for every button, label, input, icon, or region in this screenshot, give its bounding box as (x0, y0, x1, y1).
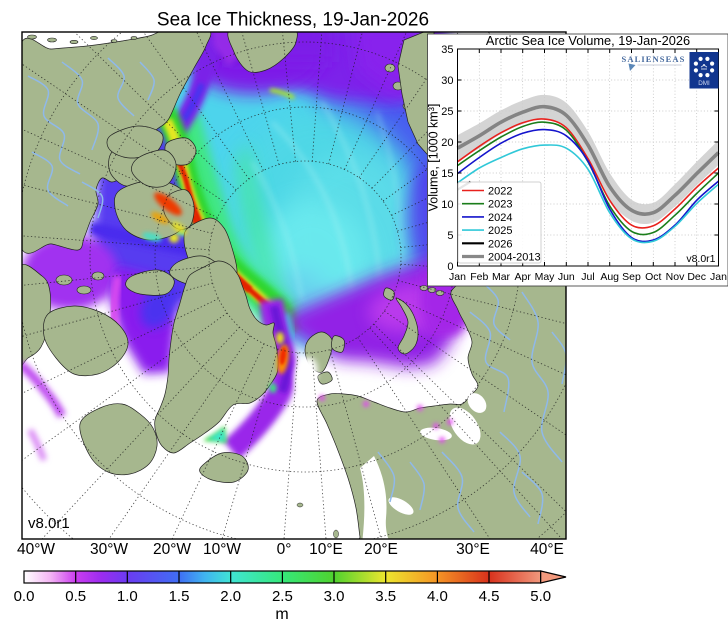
svg-text:2024: 2024 (488, 212, 512, 224)
svg-text:30°E: 30°E (456, 541, 490, 558)
svg-text:5.0: 5.0 (530, 588, 551, 605)
svg-text:35: 35 (441, 44, 453, 56)
svg-text:May: May (535, 271, 556, 283)
svg-text:Sep: Sep (622, 271, 641, 283)
svg-text:20°W: 20°W (153, 541, 191, 558)
svg-text:Jul: Jul (581, 271, 594, 283)
svg-text:m: m (275, 606, 288, 623)
svg-text:4.5: 4.5 (479, 588, 500, 605)
svg-text:10: 10 (441, 199, 453, 211)
svg-text:2.5: 2.5 (272, 588, 293, 605)
svg-text:0.0: 0.0 (14, 588, 35, 605)
svg-text:30°W: 30°W (90, 541, 128, 558)
svg-text:Nov: Nov (666, 271, 685, 283)
svg-text:25: 25 (441, 106, 453, 118)
svg-text:2.0: 2.0 (220, 588, 241, 605)
svg-text:Aug: Aug (600, 271, 619, 283)
svg-text:15: 15 (441, 168, 453, 180)
svg-text:2023: 2023 (488, 199, 512, 211)
svg-text:5: 5 (447, 230, 453, 242)
svg-text:10°W: 10°W (203, 541, 241, 558)
svg-text:DMI: DMI (698, 80, 710, 87)
svg-text:20°E: 20°E (364, 541, 398, 558)
svg-text:Dec: Dec (687, 271, 706, 283)
svg-text:Apr: Apr (515, 271, 532, 283)
svg-text:SALIENSEAS: SALIENSEAS (622, 54, 686, 64)
svg-text:2025: 2025 (488, 225, 512, 237)
svg-text:1.0: 1.0 (117, 588, 138, 605)
svg-text:0.5: 0.5 (65, 588, 86, 605)
svg-text:Jan: Jan (449, 271, 466, 283)
svg-text:Sea Ice Thickness, 19-Jan-2026: Sea Ice Thickness, 19-Jan-2026 (157, 10, 429, 31)
svg-text:0°: 0° (277, 541, 292, 558)
svg-text:4.0: 4.0 (427, 588, 448, 605)
svg-text:1.5: 1.5 (169, 588, 190, 605)
svg-text:3.0: 3.0 (324, 588, 345, 605)
svg-text:Jan: Jan (710, 271, 727, 283)
svg-text:20: 20 (441, 137, 453, 149)
svg-text:10°E: 10°E (309, 541, 343, 558)
svg-text:Oct: Oct (645, 271, 661, 283)
svg-text:v8.0r1: v8.0r1 (686, 253, 715, 265)
svg-text:3.5: 3.5 (375, 588, 396, 605)
svg-text:Jun: Jun (558, 271, 575, 283)
svg-text:2022: 2022 (488, 186, 512, 198)
svg-text:v8.0r1: v8.0r1 (28, 515, 70, 532)
svg-text:Mar: Mar (492, 271, 511, 283)
svg-text:40°W: 40°W (17, 541, 55, 558)
svg-text:40°E: 40°E (530, 541, 564, 558)
svg-text:2026: 2026 (488, 238, 512, 250)
svg-text:2004-2013: 2004-2013 (488, 252, 541, 264)
svg-text:30: 30 (441, 75, 453, 87)
svg-text:Feb: Feb (470, 271, 488, 283)
svg-text:Arctic Sea Ice Volume, 19-Jan-: Arctic Sea Ice Volume, 19-Jan-2026 (486, 33, 690, 48)
svg-text:Volume, [1000 km³]: Volume, [1000 km³] (427, 104, 441, 212)
